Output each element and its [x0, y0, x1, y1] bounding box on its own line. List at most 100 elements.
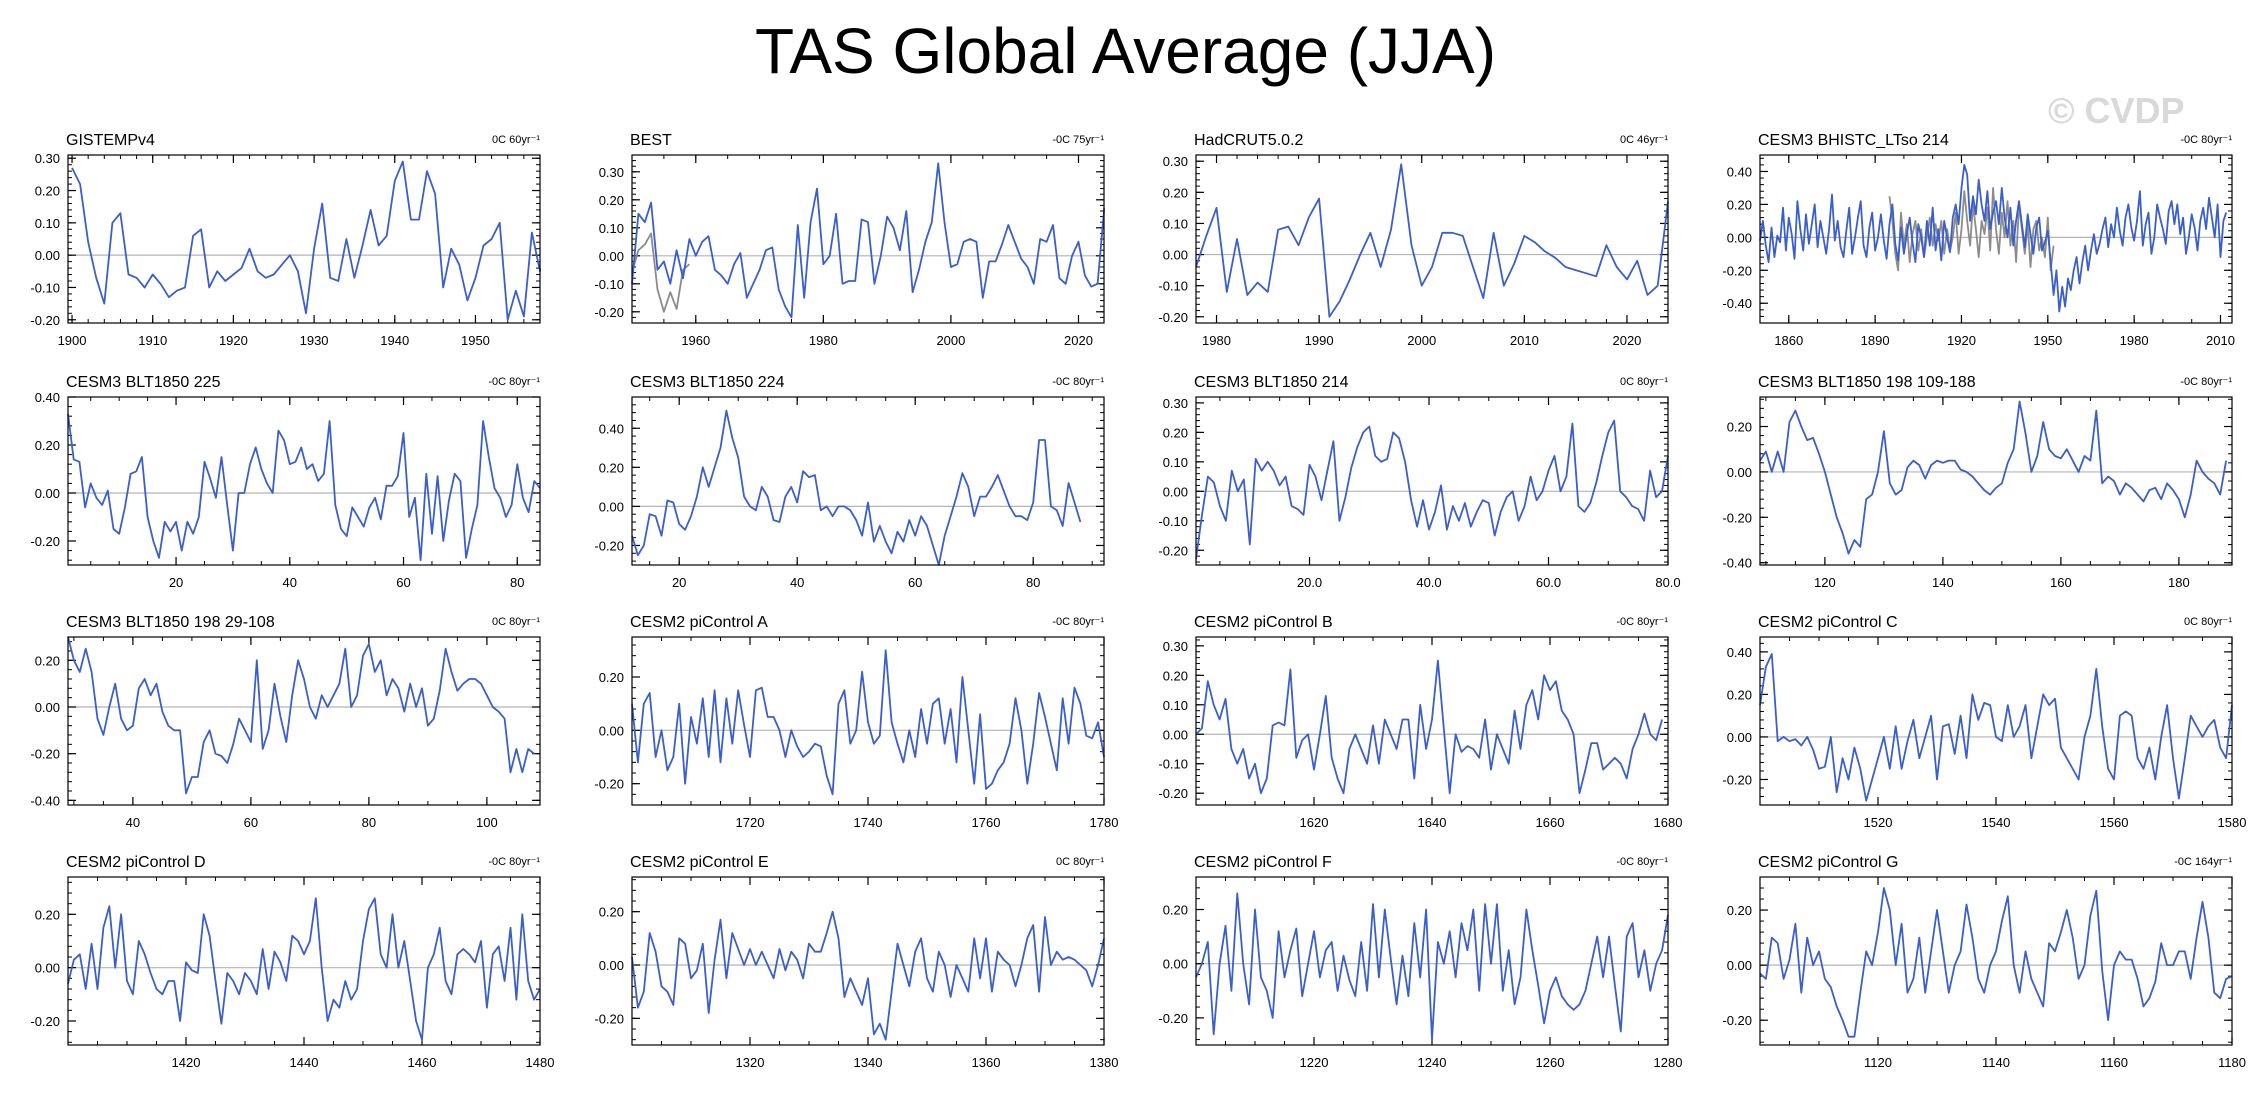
panel-title: CESM2 piControl C	[1758, 614, 1898, 631]
x-tick-label: 80	[362, 815, 376, 830]
x-tick-label: 2020	[1064, 333, 1093, 348]
x-tick-label: 1520	[1864, 815, 1893, 830]
plot-frame	[1759, 876, 2233, 1046]
y-tick-label: 0.10	[1163, 455, 1188, 470]
x-tick-label: 1640	[1418, 815, 1447, 830]
panel-2: BEST -0C 75yr⁻¹ 1960 1980 2000 2020 0.30 0.20 0.…	[594, 132, 1105, 348]
x-tick-label: 1620	[1300, 815, 1329, 830]
series-line	[631, 409, 1082, 566]
y-tick-label: 0.20	[1163, 668, 1188, 683]
plot-frame	[1759, 154, 2233, 324]
y-tick-label: 0.00	[35, 486, 60, 501]
y-tick-label: -0.20	[30, 1014, 60, 1029]
x-tick-label: 1980	[1202, 333, 1231, 348]
plot-frame	[67, 876, 541, 1046]
x-tick-label: 40.0	[1416, 575, 1441, 590]
panel-6: CESM3 BLT1850 224 -0C 80yr⁻¹ 20 40 60 80 0.40 0…	[594, 374, 1105, 590]
x-tick-label: 1360	[972, 1055, 1001, 1070]
x-tick-label: 1760	[972, 815, 1001, 830]
x-tick-label: 1180	[2218, 1055, 2246, 1070]
y-tick-label: 0.00	[1163, 484, 1188, 499]
x-tick-label: 1960	[681, 333, 710, 348]
y-tick-label: 0.20	[599, 670, 624, 685]
panel-trend-label: 0C 80yr⁻¹	[492, 616, 540, 628]
x-tick-label: 1860	[1774, 333, 1803, 348]
x-tick-label: 1660	[1536, 815, 1565, 830]
panel-trend-label: -0C 80yr⁻¹	[488, 376, 540, 388]
y-tick-label: -0.10	[1158, 757, 1188, 772]
overlay-series-line	[631, 232, 690, 313]
y-tick-label: -0.20	[30, 534, 60, 549]
plot-frame	[1195, 636, 1669, 806]
plot-frame	[631, 876, 1105, 1046]
panel-title: CESM3 BHISTC_LTso 214	[1758, 132, 1949, 149]
y-tick-label: -0.20	[594, 1011, 624, 1026]
y-tick-label: 0.30	[599, 165, 624, 180]
plot-frame	[1195, 396, 1669, 566]
y-tick-label: 0.00	[1727, 730, 1752, 745]
y-tick-label: -0.40	[30, 793, 60, 808]
panel-trend-label: -0C 80yr⁻¹	[2180, 134, 2232, 146]
x-tick-label: 1980	[809, 333, 838, 348]
panel-trend-label: 0C 80yr⁻¹	[1620, 376, 1668, 388]
y-tick-label: 0.00	[599, 723, 624, 738]
series-line	[67, 636, 535, 795]
panel-15: CESM2 piControl F -0C 80yr⁻¹ 1220 1240 1260 1…	[1158, 854, 1682, 1070]
x-tick-label: 1260	[1536, 1055, 1565, 1070]
series-line	[631, 649, 1105, 796]
x-tick-label: 1440	[290, 1055, 319, 1070]
y-tick-label: 0.00	[1727, 958, 1752, 973]
x-tick-label: 1720	[736, 815, 765, 830]
panel-trend-label: -0C 80yr⁻¹	[1052, 616, 1104, 628]
series-line	[1759, 163, 2228, 313]
x-tick-label: 40	[283, 575, 297, 590]
y-tick-label: -0.20	[1158, 310, 1188, 325]
series-line	[71, 160, 541, 321]
panel-14: CESM2 piControl E 0C 80yr⁻¹ 1320 1340 1360 13…	[594, 854, 1118, 1070]
panel-trend-label: -0C 75yr⁻¹	[1052, 134, 1104, 146]
y-tick-label: -0.20	[30, 747, 60, 762]
x-tick-label: 20.0	[1297, 575, 1322, 590]
x-tick-label: 1220	[1300, 1055, 1329, 1070]
x-tick-label: 1920	[219, 333, 248, 348]
panel-1: GISTEMPv4 0C 60yr⁻¹ 1900 1910 1920 1930 1940 19…	[30, 132, 541, 348]
x-tick-label: 1280	[1654, 1055, 1683, 1070]
plot-frame	[67, 396, 541, 566]
x-tick-label: 2010	[2206, 333, 2235, 348]
y-tick-label: -0.20	[1722, 263, 1752, 278]
y-tick-label: 0.30	[1163, 639, 1188, 654]
x-tick-label: 1580	[2218, 815, 2247, 830]
x-tick-label: 80.0	[1655, 575, 1680, 590]
y-tick-label: 0.40	[599, 421, 624, 436]
y-tick-label: 0.00	[35, 961, 60, 976]
y-tick-label: 0.20	[599, 193, 624, 208]
x-tick-label: 1780	[1090, 815, 1119, 830]
y-tick-label: 0.20	[1163, 185, 1188, 200]
x-tick-label: 20	[169, 575, 183, 590]
panel-trend-label: 0C 80yr⁻¹	[2184, 616, 2232, 628]
y-tick-label: 0.30	[1163, 154, 1188, 169]
y-tick-label: 0.00	[599, 499, 624, 514]
y-tick-label: 0.20	[1727, 903, 1752, 918]
panel-12: CESM2 piControl C 0C 80yr⁻¹ 1520 1540 1560 15…	[1722, 614, 2246, 830]
x-tick-label: 1560	[2100, 815, 2129, 830]
y-tick-label: -0.20	[30, 313, 60, 328]
y-tick-label: -0.40	[1722, 556, 1752, 571]
panel-11: CESM2 piControl B -0C 80yr⁻¹ 1620 1640 1660 1…	[1158, 614, 1682, 830]
plot-frame	[631, 154, 1105, 324]
y-tick-label: -0.20	[1158, 543, 1188, 558]
x-tick-label: 60	[244, 815, 258, 830]
panel-trend-label: 0C 46yr⁻¹	[1620, 134, 1668, 146]
y-tick-label: -0.10	[1158, 279, 1188, 294]
x-tick-label: 140	[1932, 575, 1954, 590]
x-tick-label: 1930	[300, 333, 329, 348]
x-tick-label: 2000	[936, 333, 965, 348]
y-tick-label: -0.20	[1722, 772, 1752, 787]
panel-title: CESM2 piControl B	[1194, 614, 1333, 631]
series-line	[631, 910, 1105, 1041]
y-tick-label: -0.40	[1722, 296, 1752, 311]
panel-title: CESM2 piControl F	[1194, 854, 1332, 871]
x-tick-label: 180	[2168, 575, 2190, 590]
series-line	[1759, 653, 2233, 802]
x-tick-label: 20	[672, 575, 686, 590]
